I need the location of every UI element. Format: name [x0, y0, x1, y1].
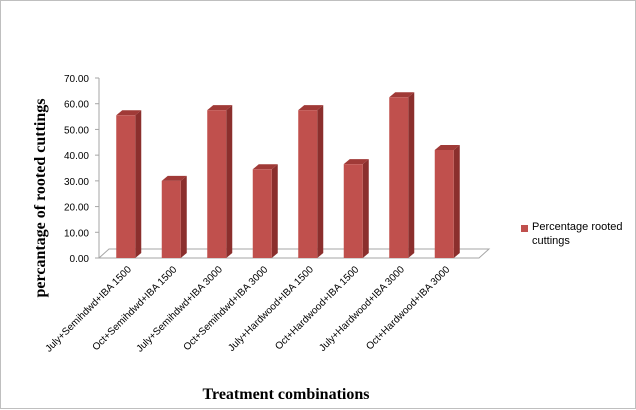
bar	[161, 180, 181, 258]
bar-top	[207, 105, 233, 111]
bar	[252, 169, 272, 258]
x-axis-title: Treatment combinations	[203, 386, 370, 403]
bar-top	[116, 110, 142, 116]
bar-side	[408, 92, 415, 259]
x-tick-label: Oct+Hardwood+IBA 1500	[273, 264, 361, 352]
bar-top	[434, 145, 460, 150]
bar-side	[180, 175, 187, 258]
y-tick-label: 70.00	[64, 74, 89, 85]
bar-top	[343, 159, 369, 165]
bar-side	[135, 110, 142, 259]
bar-top	[298, 105, 324, 111]
y-tick-label: 0.00	[70, 254, 90, 265]
x-tick-label: July+Hardwood+IBA 1500	[226, 264, 316, 354]
x-tick-label: Oct+Hardwood+IBA 3000	[364, 264, 452, 352]
bar-top	[389, 92, 415, 98]
bar	[389, 97, 409, 259]
bar-top	[161, 175, 187, 181]
legend-swatch	[521, 225, 528, 232]
y-tick-label: 30.00	[64, 177, 89, 188]
y-axis-title: percantage of rooted cuttings	[32, 99, 49, 298]
x-tick-label: July+Hardwood+IBA 3000	[317, 264, 407, 354]
y-tick-label: 60.00	[64, 100, 89, 111]
y-tick-label: 10.00	[64, 228, 89, 239]
y-tick-label: 40.00	[64, 151, 89, 162]
bar	[207, 110, 227, 259]
x-tick-label: Oct+Semihdwd+IBA 1500	[91, 264, 180, 353]
y-tick-label: 50.00	[64, 125, 89, 136]
bar-side	[453, 145, 460, 258]
bar-side	[362, 159, 369, 258]
legend-label: Percentage rooted cuttings	[532, 221, 623, 247]
y-tick-label: 20.00	[64, 203, 89, 214]
bar-side	[226, 105, 233, 259]
bar-top	[252, 164, 278, 170]
x-tick-label: July+Semihdwd+IBA 3000	[135, 264, 226, 355]
bar	[343, 164, 363, 258]
x-tick-label: Oct+Semihdwd+IBA 3000	[182, 264, 271, 353]
bar	[116, 115, 136, 259]
bar	[434, 150, 454, 258]
bar	[298, 110, 318, 259]
x-tick-label: July+Semihdwd+IBA 1500	[44, 264, 135, 355]
chart-floor	[97, 248, 491, 259]
bar-side	[317, 105, 324, 259]
legend: Percentage rooted cuttings	[521, 220, 631, 248]
bar-side	[271, 164, 278, 258]
